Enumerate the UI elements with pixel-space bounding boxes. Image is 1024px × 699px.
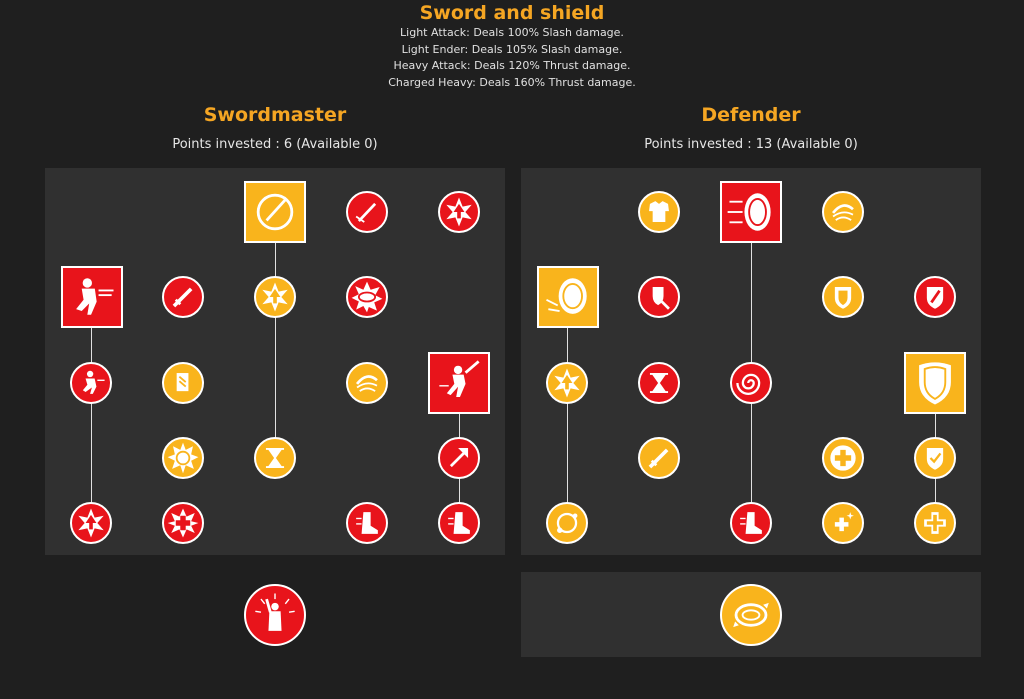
skill-node[interactable] (70, 502, 112, 544)
skill-node[interactable] (254, 276, 296, 318)
cross-burst-icon (167, 508, 199, 538)
arrow-up-right-icon (449, 448, 469, 468)
sword-strike-icon (355, 202, 377, 223)
weapon-title: Sword and shield (419, 2, 605, 24)
boot-icon (448, 512, 470, 534)
vortex-icon (736, 373, 761, 395)
shield-tool-icon (652, 287, 670, 310)
skill-node[interactable] (638, 191, 680, 233)
skill-node[interactable] (638, 362, 680, 404)
boot-icon (740, 512, 762, 534)
boot-icon (356, 512, 378, 534)
slash-ring-icon (256, 193, 294, 231)
plus-icon (830, 445, 856, 471)
connector-line (275, 242, 276, 460)
skill-node[interactable] (822, 437, 864, 479)
attack-description: Light Attack: Deals 100% Slash damage. (400, 26, 624, 39)
cycle-icon (167, 442, 199, 474)
runner-icon (82, 370, 105, 394)
charging-warrior-icon (76, 278, 114, 315)
skill-node[interactable] (537, 266, 599, 328)
scroll-icon (176, 373, 189, 392)
tree-title-swordmaster: Swordmaster (203, 104, 347, 126)
burst-arrow-icon (262, 282, 288, 312)
skill-node[interactable] (346, 362, 388, 404)
points-invested-defender: Points invested : 13 (Available 0) (644, 137, 858, 152)
skill-node[interactable] (346, 276, 388, 318)
skill-node[interactable] (720, 181, 782, 243)
skill-node[interactable] (904, 352, 966, 414)
skill-node[interactable] (730, 502, 772, 544)
burst-arrow-icon (554, 368, 580, 398)
ultimate-skill-node[interactable] (720, 584, 782, 646)
skill-node[interactable] (822, 191, 864, 233)
weapon-header: Sword and shield Light Attack: Deals 100… (0, 0, 1024, 91)
skill-node[interactable] (546, 502, 588, 544)
burst-arrow-icon (446, 197, 472, 227)
burst-arrow-icon (78, 508, 104, 538)
sword-icon (172, 287, 193, 308)
shield-slash-icon (926, 287, 944, 309)
skill-node[interactable] (346, 191, 388, 233)
shield-charge-icon (727, 193, 771, 231)
shield-check-icon (926, 448, 944, 470)
skill-node[interactable] (162, 437, 204, 479)
skill-node[interactable] (438, 502, 480, 544)
armor-icon (649, 201, 669, 222)
tree-title-defender: Defender (701, 104, 801, 126)
crest-icon (834, 287, 852, 309)
skill-node[interactable] (914, 276, 956, 318)
shield-icon (919, 362, 951, 405)
attack-description: Heavy Attack: Deals 120% Thrust damage. (393, 59, 631, 72)
skill-node[interactable] (822, 502, 864, 544)
whirl-icon (351, 281, 383, 313)
skill-node[interactable] (162, 276, 204, 318)
orbit-icon (556, 512, 578, 534)
skill-node[interactable] (914, 502, 956, 544)
skill-node[interactable] (428, 352, 490, 414)
rally-icon (255, 593, 295, 631)
skill-node[interactable] (254, 437, 296, 479)
sword-icon (648, 448, 669, 469)
skill-node[interactable] (346, 502, 388, 544)
skill-node[interactable] (70, 362, 112, 404)
skill-node[interactable] (438, 191, 480, 233)
attack-description: Charged Heavy: Deals 160% Thrust damage. (388, 75, 636, 89)
plus-icon (924, 512, 946, 534)
orbit-shield-icon (733, 602, 769, 628)
skill-node[interactable] (438, 437, 480, 479)
plus-sparkle-icon (834, 512, 854, 532)
skill-node[interactable] (914, 437, 956, 479)
skill-node[interactable] (730, 362, 772, 404)
skill-node[interactable] (162, 502, 204, 544)
skill-node[interactable] (546, 362, 588, 404)
skill-node[interactable] (61, 266, 123, 328)
points-invested-swordmaster: Points invested : 6 (Available 0) (172, 137, 378, 152)
hourglass-icon (265, 448, 285, 468)
shield-bash-icon (546, 278, 587, 314)
skill-node[interactable] (822, 276, 864, 318)
leaping-warrior-icon (439, 360, 480, 398)
skill-node[interactable] (638, 437, 680, 479)
connector-line (567, 327, 568, 523)
attack-description: Light Ender: Deals 105% Slash damage. (401, 42, 623, 56)
skill-node[interactable] (162, 362, 204, 404)
hourglass-icon (649, 373, 669, 393)
connector-line (91, 327, 92, 523)
swirl-icon (831, 204, 854, 221)
skill-node[interactable] (638, 276, 680, 318)
skill-node[interactable] (244, 181, 306, 243)
ultimate-skill-node[interactable] (244, 584, 306, 646)
swirl-icon (355, 375, 378, 392)
